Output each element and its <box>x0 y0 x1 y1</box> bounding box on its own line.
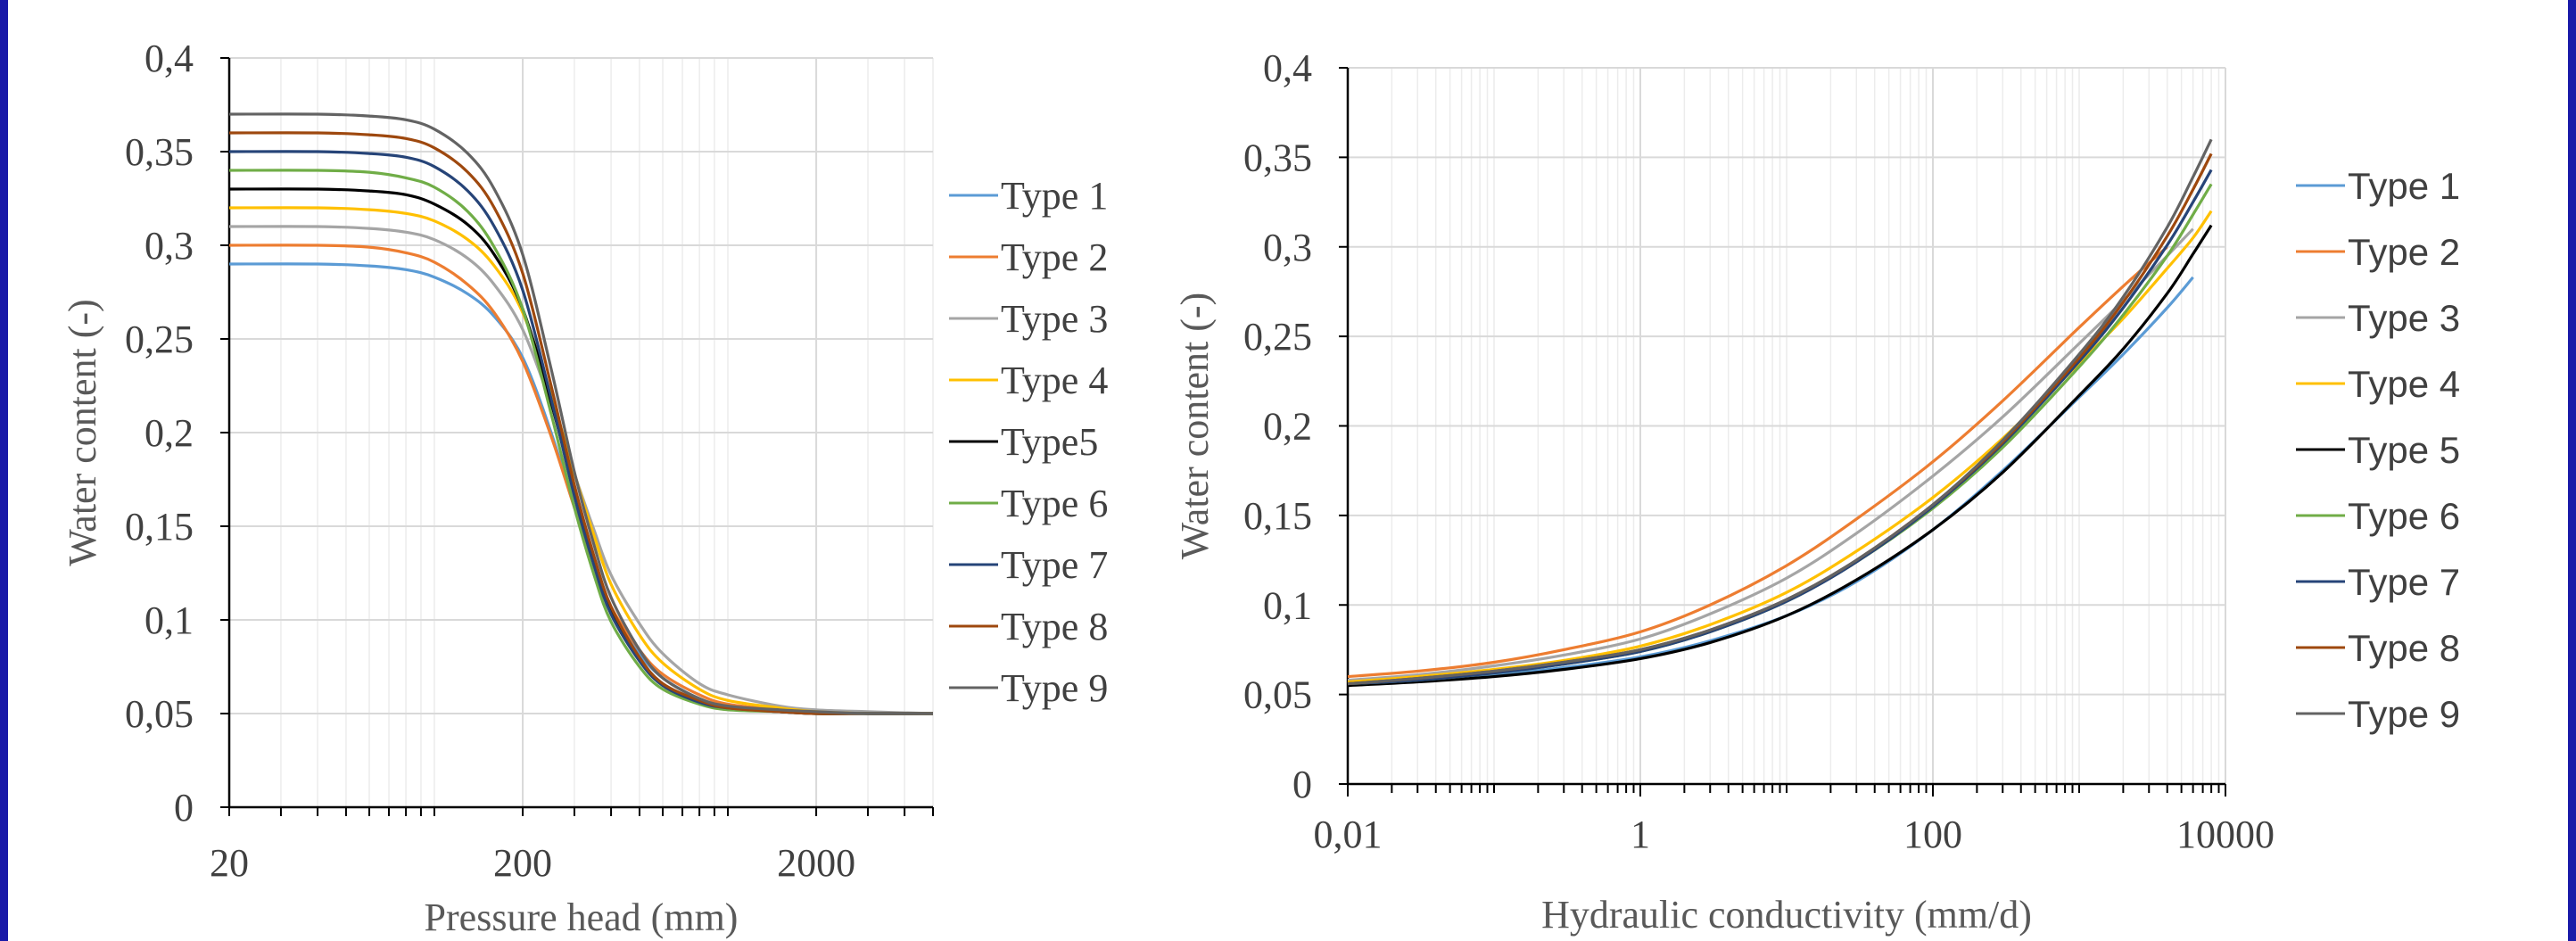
x-tick-label: 200 <box>493 841 552 885</box>
legend-label: Type 4 <box>1001 359 1108 402</box>
series-line-type-5 <box>1347 224 2213 688</box>
chart-water-content-vs-pressure-head: 0 0,05 0,1 0,15 0,2 0,25 0,3 0,35 0,4 20 200 2000 Pr… <box>61 37 1108 939</box>
y-tick-label: 0,15 <box>125 505 194 549</box>
series-line-type-9 <box>228 112 934 715</box>
x-tick-label: 0,01 <box>1314 813 1383 856</box>
series-line-type-7 <box>1347 169 2213 686</box>
series-line-type-3 <box>1347 227 2194 682</box>
y-tick-label: 0,25 <box>1243 315 1312 359</box>
x-tick-label: 10000 <box>2176 813 2275 856</box>
chart-water-content-vs-hydraulic-conductivity: 0 0,05 0,1 0,15 0,2 0,25 0,3 0,35 0,4 0,01 1 100 100… <box>1173 46 2460 937</box>
x-axis-title: Hydraulic conductivity (mm/d) <box>1541 893 2032 937</box>
y-tick-label: 0 <box>1292 763 1312 806</box>
y-tick-label: 0,1 <box>1263 583 1312 627</box>
y-tick-label: 0,2 <box>144 411 194 455</box>
series-line-type-6 <box>228 169 933 715</box>
y-tick-label: 0,4 <box>1263 46 1312 90</box>
legend-label: Type 6 <box>2348 495 2460 537</box>
legend-label: Type 7 <box>1001 543 1108 587</box>
legend-label: Type 8 <box>1001 605 1108 648</box>
y-tick-label: 0,2 <box>1263 405 1312 449</box>
series-line-type-3 <box>228 225 934 715</box>
series-line-type-1 <box>228 262 934 715</box>
legend-label: Type5 <box>1001 420 1098 464</box>
legend-label: Type 8 <box>2348 627 2460 669</box>
legend-label: Type 2 <box>2348 231 2460 273</box>
series-line-type-4 <box>1347 210 2213 684</box>
legend-label: Type 3 <box>1001 297 1108 341</box>
legend-label: Type 3 <box>2348 297 2460 339</box>
series-line-type-9 <box>1347 138 2213 686</box>
y-tick-label: 0,25 <box>125 318 194 361</box>
y-tick-label: 0,35 <box>1243 136 1312 179</box>
series-line-type-2 <box>1347 245 2168 679</box>
legend-label: Type 6 <box>1001 482 1108 525</box>
legend-label: Type 1 <box>2348 165 2460 207</box>
legend-label: Type 2 <box>1001 235 1108 279</box>
legend-label: Type 4 <box>2348 363 2460 405</box>
x-tick-label: 2000 <box>777 841 855 885</box>
series-line-type-4 <box>228 206 934 715</box>
legend-label: Type 5 <box>2348 429 2460 471</box>
y-axis-title: Water content (-) <box>61 299 104 565</box>
x-axis-title: Pressure head (mm) <box>425 896 739 939</box>
y-tick-label: 0 <box>174 786 194 830</box>
series-line-type5 <box>228 187 933 715</box>
y-tick-label: 0,4 <box>144 37 194 80</box>
series-line-type-8 <box>228 131 933 715</box>
y-tick-label: 0,05 <box>1243 673 1312 717</box>
x-tick-label: 20 <box>210 841 249 885</box>
legend-label: Type 9 <box>2348 693 2460 735</box>
y-tick-label: 0,3 <box>1263 226 1312 269</box>
legend-label: Type 9 <box>1001 666 1108 710</box>
y-tick-label: 0,3 <box>144 224 194 268</box>
legend-label: Type 7 <box>2348 561 2460 603</box>
x-tick-label: 100 <box>1903 813 1962 856</box>
series-line-type-2 <box>228 244 934 715</box>
y-tick-label: 0,05 <box>125 692 194 736</box>
y-tick-label: 0,15 <box>1243 494 1312 538</box>
legend-label: Type 1 <box>1001 174 1108 218</box>
y-tick-label: 0,1 <box>144 598 194 642</box>
y-tick-label: 0,35 <box>125 130 194 174</box>
x-tick-label: 1 <box>1631 813 1650 856</box>
y-axis-title: Water content (-) <box>1173 293 1217 559</box>
